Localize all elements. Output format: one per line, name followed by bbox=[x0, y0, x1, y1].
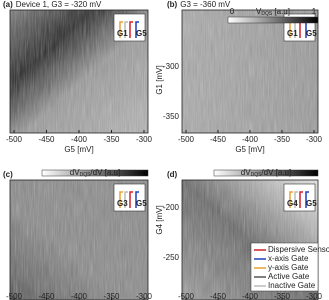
colorbar-symbol: dV bbox=[241, 168, 251, 177]
inset-gate bbox=[299, 191, 303, 208]
inset-label: G1 bbox=[287, 29, 298, 38]
x-tick-label: -350 bbox=[103, 292, 120, 300]
inset-gate bbox=[124, 191, 128, 208]
inset-gate bbox=[135, 21, 139, 38]
x-tick-label: -300 bbox=[136, 292, 153, 300]
legend-label: y-axis Gate bbox=[268, 263, 309, 272]
inset-label: G5 bbox=[306, 29, 317, 38]
legend-label: Active Gate bbox=[268, 272, 310, 281]
plot-frame bbox=[181, 179, 319, 300]
inset-label: G5 bbox=[306, 199, 317, 208]
colorbar-max: 1 bbox=[312, 7, 317, 16]
x-tick-label: -300 bbox=[306, 292, 323, 300]
y-tick-label: -350 bbox=[163, 112, 180, 121]
panel-title: (b) G3 = -360 mV bbox=[167, 0, 231, 9]
x-tick-label: -300 bbox=[136, 135, 153, 144]
colorbar-sub: DQS bbox=[80, 172, 92, 178]
x-tick-label: -500 bbox=[178, 292, 195, 300]
x-tick-label: -450 bbox=[38, 292, 55, 300]
inset-label: G5 bbox=[136, 29, 147, 38]
y-axis-label: G1 [mV] bbox=[155, 65, 164, 94]
inset-label: G3 bbox=[117, 199, 128, 208]
colorbar-sub: DQS bbox=[261, 11, 273, 17]
inset-gate bbox=[119, 191, 123, 208]
x-tick-label: -350 bbox=[274, 292, 291, 300]
legend-label: x-axis Gate bbox=[268, 254, 309, 263]
inset-label: G5 bbox=[136, 199, 147, 208]
panel-title-text: Device 1, G3 = -320 mV bbox=[16, 0, 102, 9]
x-tick-label: -500 bbox=[6, 292, 23, 300]
x-tick-label: -450 bbox=[38, 135, 55, 144]
inset-label: G4 bbox=[287, 199, 298, 208]
colorbar-label: VDQS [a.u] bbox=[256, 7, 290, 17]
inset-gate bbox=[305, 191, 309, 208]
colorbar-symbol: V bbox=[256, 7, 262, 16]
panel-title: (d) bbox=[167, 170, 178, 179]
x-axis-label: G5 [mV] bbox=[64, 145, 93, 154]
colorbar-symbol: dV bbox=[70, 168, 80, 177]
colorbar bbox=[41, 169, 149, 177]
inset-label: G1 bbox=[117, 29, 128, 38]
plot-frame bbox=[9, 179, 149, 300]
y-axis-label: G4 [mV] bbox=[155, 205, 164, 234]
x-tick-label: -400 bbox=[242, 292, 259, 300]
y-tick-label: -250 bbox=[163, 253, 180, 262]
legend-label: Dispersive Sensor bbox=[268, 245, 329, 254]
inset-gate bbox=[119, 21, 123, 38]
inset-gate bbox=[124, 21, 128, 38]
colorbar-label: dVDQS/dV [a.u] bbox=[70, 168, 120, 178]
y-tick-label: -300 bbox=[163, 62, 180, 71]
legend-box bbox=[250, 242, 319, 292]
x-tick-label: -350 bbox=[274, 135, 291, 144]
inset-gate bbox=[135, 191, 139, 208]
colorbar-min: 0 bbox=[230, 7, 235, 16]
inset-gate bbox=[294, 191, 298, 208]
colorbar bbox=[213, 169, 319, 177]
x-tick-label: -300 bbox=[306, 135, 323, 144]
x-tick-label: -500 bbox=[178, 135, 195, 144]
x-tick-label: -450 bbox=[210, 135, 227, 144]
x-tick-label: -350 bbox=[103, 135, 120, 144]
legend-label: Inactive Gate bbox=[268, 281, 316, 290]
x-tick-label: -500 bbox=[6, 135, 23, 144]
y-tick-label: -200 bbox=[163, 203, 180, 212]
colorbar bbox=[227, 16, 319, 24]
panel-title-text: G3 = -360 mV bbox=[180, 0, 231, 9]
x-tick-label: -450 bbox=[210, 292, 227, 300]
x-tick-label: -400 bbox=[242, 135, 259, 144]
x-axis-label: G5 [mV] bbox=[235, 145, 264, 154]
panel-title: (a) Device 1, G3 = -320 mV bbox=[3, 0, 102, 9]
colorbar-sub: DQS bbox=[251, 172, 263, 178]
colorbar-label: dVDQS/dV [a.u] bbox=[241, 168, 291, 178]
inset-gate bbox=[289, 191, 293, 208]
x-tick-label: -400 bbox=[71, 135, 88, 144]
inset-gate bbox=[129, 21, 133, 38]
x-tick-label: -400 bbox=[71, 292, 88, 300]
inset-gate bbox=[129, 191, 133, 208]
colorbar-unit: /dV [a.u] bbox=[90, 168, 120, 177]
colorbar-unit: /dV [a.u] bbox=[261, 168, 291, 177]
colorbar-unit: [a.u] bbox=[272, 7, 290, 16]
panel-title: (c) bbox=[3, 170, 13, 179]
